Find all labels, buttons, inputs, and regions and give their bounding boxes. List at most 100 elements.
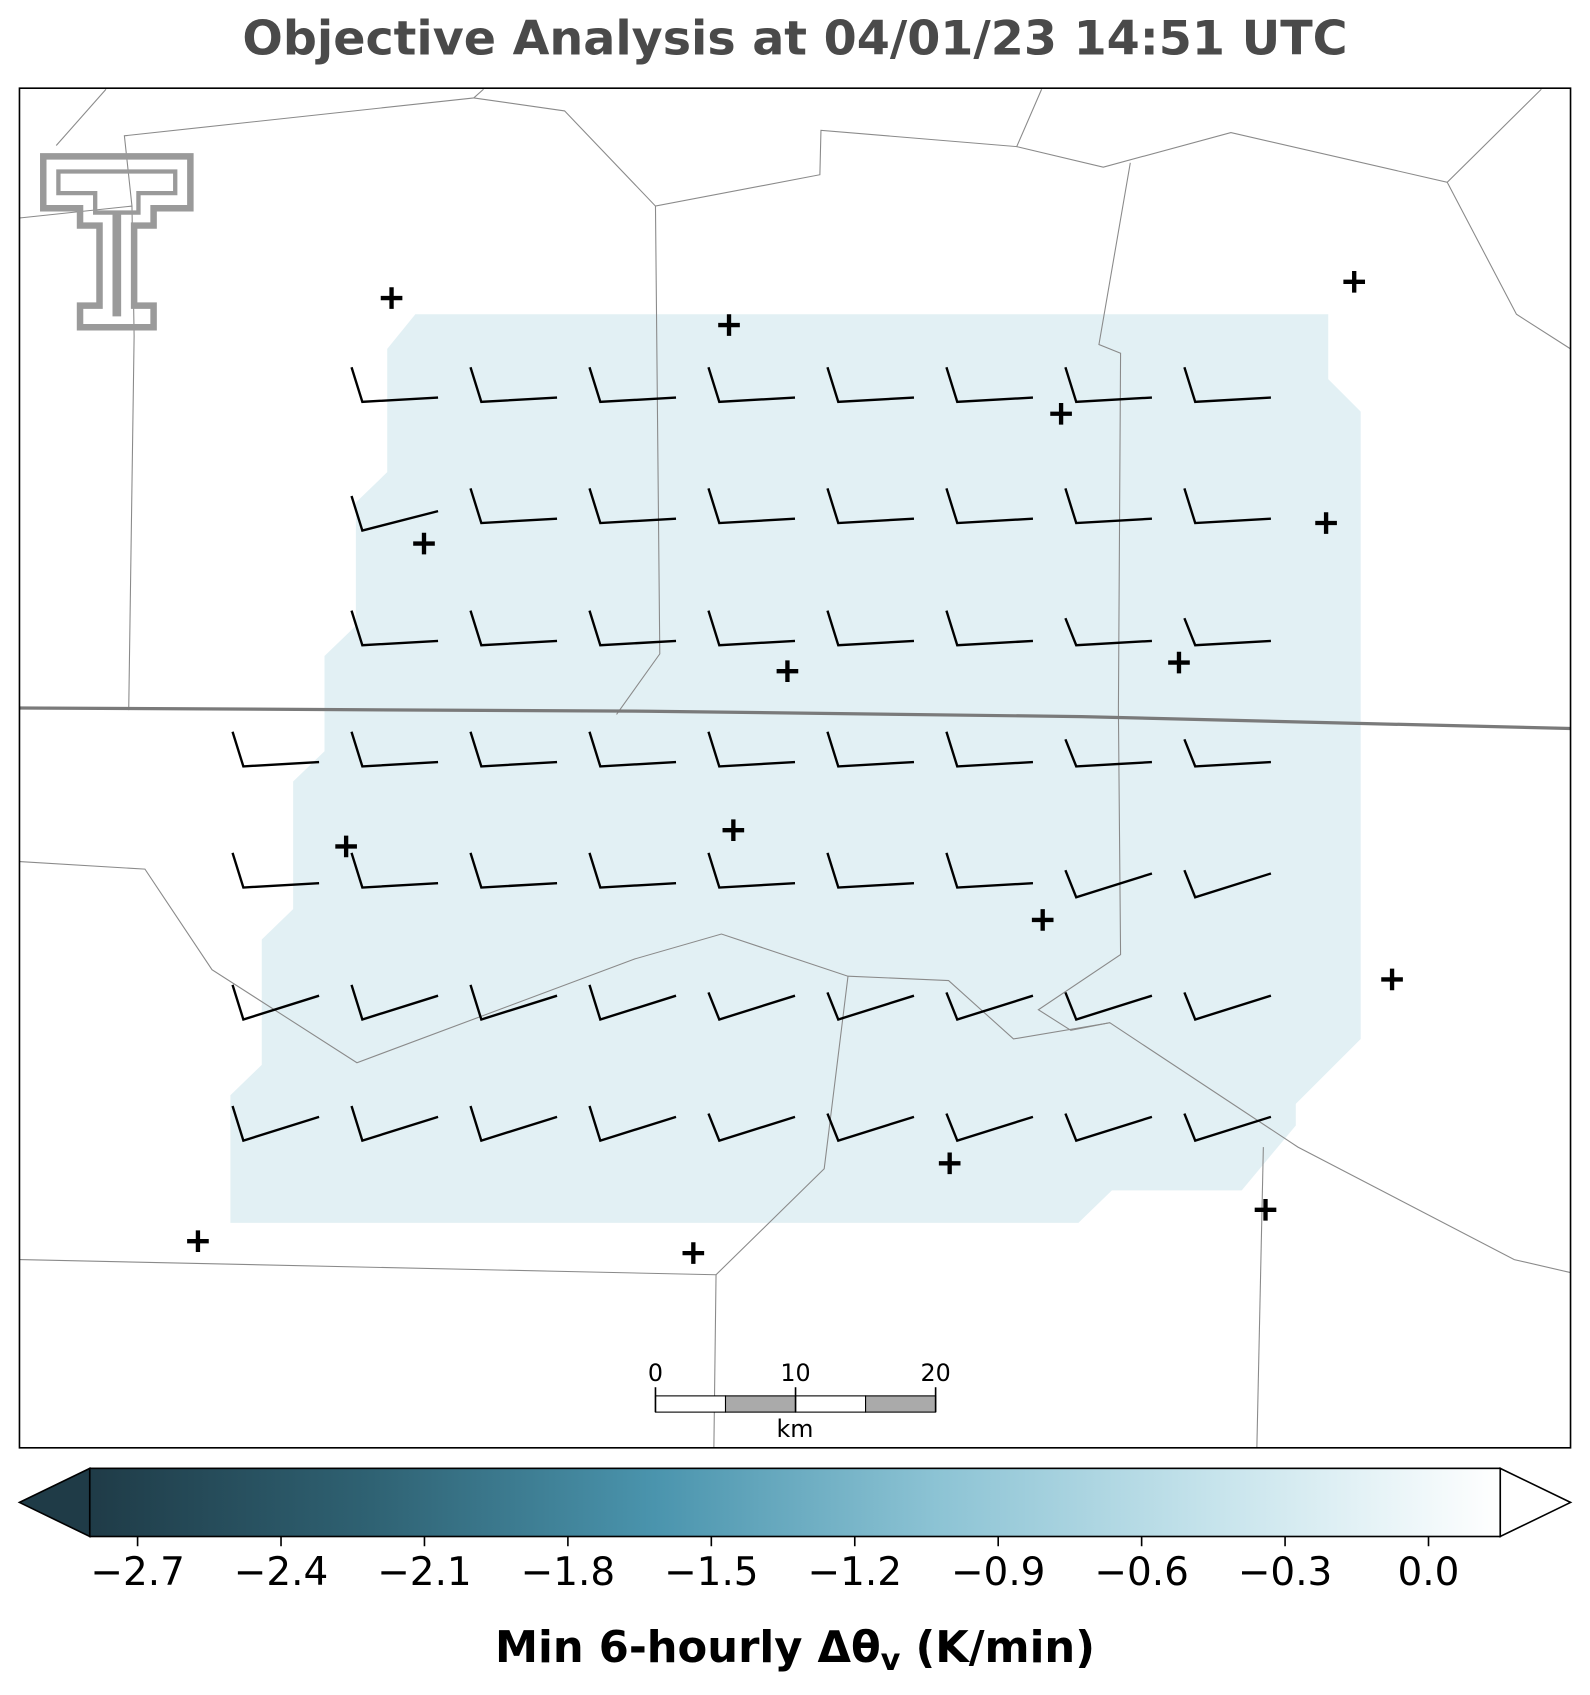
county-borders	[19, 88, 1571, 1448]
wind-barb	[588, 731, 677, 768]
university-logo	[40, 153, 194, 331]
colorbar-tick-label: −0.3	[1238, 1550, 1333, 1595]
colorbar-tick-label: −2.4	[234, 1550, 329, 1595]
station-marker	[1343, 270, 1366, 293]
station-marker	[1381, 968, 1403, 991]
station-marker	[1315, 512, 1337, 534]
colorbar-label-main: Min 6-hourly Δθ	[495, 1623, 881, 1673]
wind-barb	[707, 366, 796, 404]
station-marker	[1254, 1199, 1277, 1221]
station-marker	[335, 835, 357, 858]
wind-barb	[1183, 488, 1271, 525]
wind-barb	[1183, 1113, 1272, 1143]
wind-barb	[1183, 366, 1271, 404]
colorbar-tick-label: −0.6	[1094, 1550, 1189, 1595]
wind-barb	[826, 1113, 915, 1143]
station-marker	[1168, 651, 1190, 674]
wind-barb	[469, 731, 558, 768]
wind-barb	[945, 366, 1034, 404]
wind-barb	[469, 984, 558, 1021]
wind-barb	[350, 610, 439, 647]
station-marker	[380, 287, 403, 309]
wind-barb	[469, 366, 558, 404]
wind-barb	[707, 991, 796, 1021]
wind-barb	[231, 1105, 320, 1143]
colorbar-tick-label: 0.0	[1398, 1550, 1460, 1595]
wind-barb	[588, 984, 677, 1021]
wind-barb	[1183, 617, 1271, 647]
wind-barb	[350, 731, 439, 768]
wind-barb	[826, 852, 915, 889]
colorbar-tick-label: −2.1	[377, 1550, 472, 1595]
scale-label: 10	[780, 1359, 810, 1387]
scale-label: 0	[648, 1359, 663, 1387]
station-marker	[187, 1230, 209, 1253]
scale-unit: km	[777, 1415, 814, 1443]
wind-barb	[588, 1105, 677, 1143]
wind-barb	[350, 852, 439, 889]
wind-barb	[707, 852, 796, 889]
wind-barb	[826, 366, 915, 404]
scale-bar: km 0 10 20	[648, 1359, 951, 1443]
station-marker	[722, 819, 745, 842]
wind-barb	[231, 852, 320, 889]
wind-barb	[707, 731, 796, 768]
wind-barb	[945, 852, 1034, 889]
wind-barb	[469, 610, 558, 647]
colorbar-extend-low	[17, 1467, 91, 1538]
colorbar-tick-label: −1.2	[808, 1550, 903, 1595]
wind-barb	[1183, 738, 1271, 768]
wind-barb	[945, 610, 1034, 647]
wind-barb	[350, 984, 439, 1021]
colorbar-tick-label: −2.7	[90, 1550, 185, 1595]
wind-barb	[1064, 488, 1153, 525]
wind-barb	[350, 495, 439, 533]
wind-barb	[469, 852, 558, 889]
station-marker	[718, 314, 740, 336]
wind-barb	[707, 488, 796, 525]
scale-segment	[795, 1395, 867, 1413]
wind-barb	[945, 991, 1034, 1021]
station-marker	[1050, 402, 1072, 425]
wind-barb	[231, 984, 320, 1021]
state-border	[19, 706, 1571, 731]
wind-barb	[588, 488, 677, 525]
station-marker	[776, 660, 799, 683]
wind-barb	[945, 1113, 1034, 1143]
colorbar-ramp	[88, 1467, 1502, 1538]
analysis-field	[230, 314, 1361, 1223]
colorbar-label-subscript: v	[881, 1642, 901, 1677]
wind-barb	[1064, 617, 1153, 647]
scale-segment	[724, 1395, 797, 1413]
station-marker	[938, 1152, 961, 1175]
wind-barb	[231, 731, 320, 768]
wind-barb	[826, 731, 915, 768]
wind-barb	[469, 488, 558, 525]
scale-label: 20	[920, 1359, 950, 1387]
wind-barb	[469, 1105, 558, 1143]
colorbar-tick-label: −0.9	[951, 1550, 1046, 1595]
wind-barb	[588, 610, 677, 647]
wind-barb	[1064, 738, 1153, 768]
wind-barb	[826, 991, 915, 1021]
colorbar-tick-label: −1.5	[664, 1550, 759, 1595]
map-frame	[18, 87, 1572, 1449]
wind-barb	[588, 366, 677, 404]
wind-barb	[945, 488, 1034, 525]
wind-barb	[350, 1105, 439, 1143]
station-marker	[682, 1242, 705, 1264]
wind-barb	[1064, 366, 1153, 404]
wind-barb	[945, 731, 1034, 768]
station-marker	[413, 532, 435, 555]
scale-segment	[865, 1395, 937, 1413]
wind-barb	[826, 610, 915, 647]
wind-barb	[826, 488, 915, 525]
wind-barb	[1064, 1113, 1153, 1143]
wind-barb	[707, 610, 796, 647]
scale-segment	[654, 1395, 727, 1413]
colorbar-extend-high	[1499, 1467, 1573, 1538]
colorbar: −2.7 −2.4 −2.1 −1.8 −1.5 −1.2 −0.9 −0.6 −0.3 0.0	[17, 1467, 1573, 1595]
wind-barb	[1183, 991, 1272, 1021]
wind-barb	[1183, 869, 1272, 899]
